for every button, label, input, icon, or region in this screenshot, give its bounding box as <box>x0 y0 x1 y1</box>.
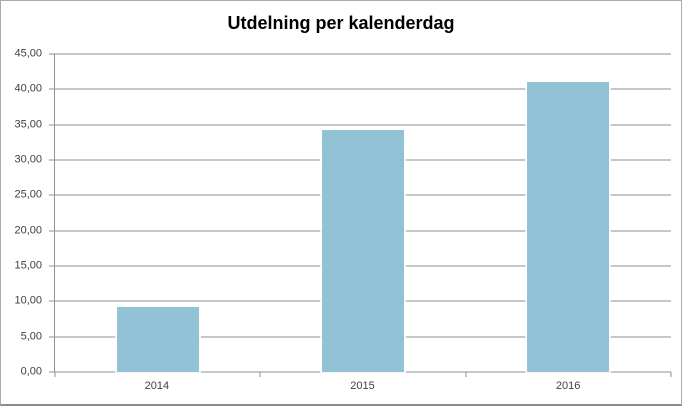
chart-title: Utdelning per kalenderdag <box>227 13 455 33</box>
y-tick-label: 40,00 <box>14 82 42 95</box>
y-axis-tick <box>49 159 55 161</box>
y-tick-label: 35,00 <box>14 118 42 131</box>
y-tick-label: 10,00 <box>14 294 42 307</box>
x-tick-label: 2016 <box>555 380 581 392</box>
y-tick-label: 25,00 <box>14 188 42 201</box>
x-tick-label: 2014 <box>144 380 170 392</box>
x-axis-labels: 2014 2015 2016 <box>54 379 671 399</box>
y-axis-tick <box>49 53 55 55</box>
gridline <box>55 124 671 126</box>
y-axis-tick <box>49 300 55 302</box>
gridline <box>55 88 671 90</box>
plot-area <box>49 53 672 377</box>
y-axis-tick <box>49 124 55 126</box>
x-axis-tick <box>54 372 56 377</box>
x-axis-tick <box>259 372 261 377</box>
y-axis-labels: 0,00 5,00 10,00 15,00 20,00 25,00 30,00 35,00 40… <box>1 48 47 377</box>
gridline <box>55 53 671 55</box>
y-axis-tick <box>49 230 55 232</box>
y-tick-label: 0,00 <box>20 365 42 378</box>
y-axis-tick <box>49 265 55 267</box>
y-tick-label: 15,00 <box>14 259 42 272</box>
x-tick-label: 2015 <box>350 380 375 392</box>
y-axis-tick <box>49 336 55 338</box>
bar-2016 <box>527 81 610 372</box>
y-tick-label: 30,00 <box>14 153 42 166</box>
y-axis-tick <box>49 88 55 90</box>
bar-2015 <box>322 130 404 372</box>
bar-2014 <box>116 307 199 372</box>
x-axis-tick <box>670 372 672 377</box>
y-tick-label: 5,00 <box>20 330 42 343</box>
y-axis-tick <box>49 194 55 196</box>
x-axis-tick <box>465 372 467 377</box>
y-axis-tick <box>49 371 55 373</box>
y-tick-label: 20,00 <box>14 224 42 237</box>
y-tick-label: 45,00 <box>14 47 42 60</box>
gridline <box>55 371 671 373</box>
